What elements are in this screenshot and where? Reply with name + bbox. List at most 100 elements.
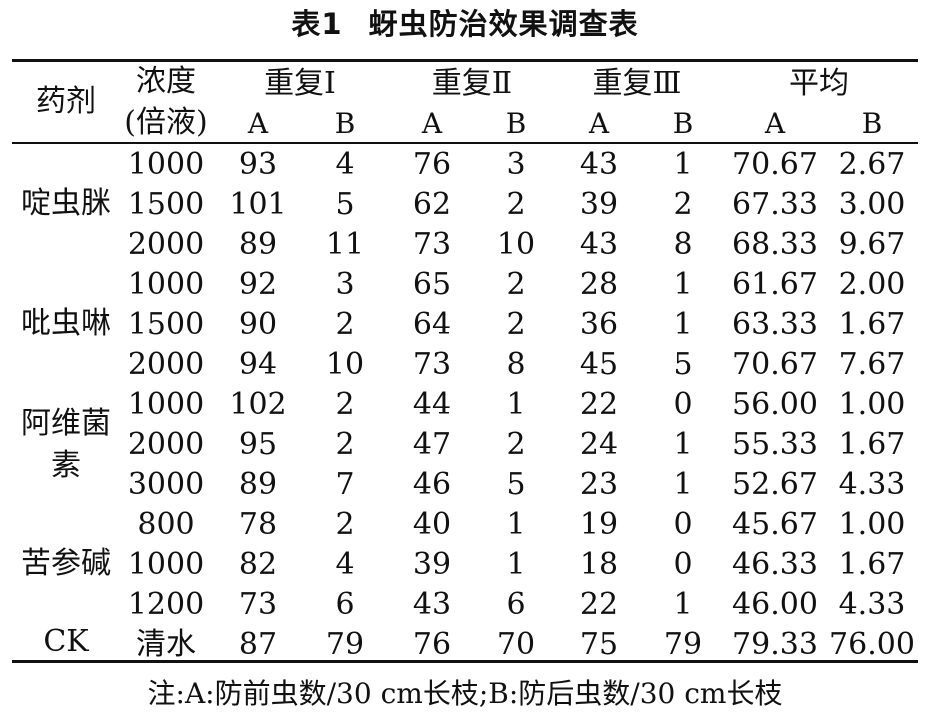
- bottom-rule: [12, 660, 918, 663]
- agent-label: 阿维菌: [21, 406, 111, 441]
- avg-a-cell: 70.67: [732, 347, 818, 382]
- avg-b-cell: 1.67: [838, 427, 906, 462]
- rep3-a-cell: 23: [579, 467, 619, 502]
- concentration-cell: 1500: [127, 187, 205, 222]
- rep2-b-cell: 1: [506, 507, 526, 542]
- rep3-a-cell: 39: [579, 187, 619, 222]
- avg-b-cell: 1.67: [838, 547, 906, 582]
- rep3-b-cell: 1: [673, 147, 693, 182]
- rep3-a-cell: 19: [579, 507, 619, 542]
- header-group-rep1: 重复Ⅰ: [264, 66, 336, 101]
- rep3-b-cell: 1: [673, 307, 693, 342]
- rep2-a-cell: 40: [412, 507, 452, 542]
- rep1-b-cell: 7: [335, 467, 355, 502]
- rep1-a-cell: 89: [238, 467, 278, 502]
- rep3-a-cell: 22: [579, 587, 619, 622]
- rep3-b-cell: 1: [673, 467, 693, 502]
- table-note: 注:A:防前虫数/30 cm长枝;B:防后虫数/30 cm长枝: [147, 677, 783, 710]
- rep1-a-cell: 93: [238, 147, 278, 182]
- avg-b-cell: 76.00: [829, 627, 915, 662]
- rep3-a-cell: 22: [579, 387, 619, 422]
- rep3-b-cell: 8: [673, 227, 693, 262]
- avg-a-cell: 79.33: [732, 627, 818, 662]
- avg-b-cell: 2.67: [838, 147, 906, 182]
- rep3-a-cell: 43: [579, 147, 619, 182]
- avg-b-cell: 3.00: [838, 187, 906, 222]
- concentration-cell: 2000: [127, 227, 205, 262]
- rep2-b-cell: 70: [496, 627, 536, 662]
- rep1-a-cell: 95: [238, 427, 278, 462]
- rep1-b-cell: 4: [335, 547, 355, 582]
- header-group-rep2: 重复Ⅱ: [431, 66, 513, 101]
- concentration-cell: 2000: [127, 427, 205, 462]
- rep3-a-cell: 24: [579, 427, 619, 462]
- avg-a-cell: 52.67: [732, 467, 818, 502]
- header-sub-b: B: [505, 107, 527, 140]
- rep3-b-cell: 1: [673, 587, 693, 622]
- rep2-a-cell: 43: [412, 587, 452, 622]
- header-sub-a: A: [588, 107, 610, 140]
- concentration-cell: 3000: [127, 467, 205, 502]
- header-sub-b: B: [861, 107, 883, 140]
- header-conc-top: 浓度: [136, 64, 196, 99]
- avg-b-cell: 1.67: [838, 307, 906, 342]
- agent-label: 啶虫脒: [21, 186, 111, 221]
- rep1-a-cell: 90: [238, 307, 278, 342]
- rep2-a-cell: 73: [412, 227, 452, 262]
- avg-b-cell: 9.67: [838, 227, 906, 262]
- rep1-a-cell: 102: [229, 387, 287, 422]
- rep3-a-cell: 28: [579, 267, 619, 302]
- header-sub-a: A: [421, 107, 443, 140]
- rep3-a-cell: 18: [579, 547, 619, 582]
- rep1-b-cell: 79: [325, 627, 365, 662]
- rep2-a-cell: 65: [412, 267, 452, 302]
- avg-a-cell: 46.33: [732, 547, 818, 582]
- avg-b-cell: 1.00: [838, 387, 906, 422]
- rep1-a-cell: 82: [238, 547, 278, 582]
- rep2-a-cell: 39: [412, 547, 452, 582]
- rep3-b-cell: 79: [663, 627, 703, 662]
- concentration-cell: 1500: [127, 307, 205, 342]
- rep2-b-cell: 2: [506, 267, 526, 302]
- avg-a-cell: 45.67: [732, 507, 818, 542]
- rep1-a-cell: 89: [238, 227, 278, 262]
- rep1-a-cell: 94: [238, 347, 278, 382]
- agent-label: 素: [51, 448, 81, 483]
- rep2-b-cell: 2: [506, 187, 526, 222]
- avg-a-cell: 55.33: [732, 427, 818, 462]
- rep2-a-cell: 46: [412, 467, 452, 502]
- avg-a-cell: 67.33: [732, 187, 818, 222]
- avg-b-cell: 4.33: [838, 467, 906, 502]
- top-rule: [12, 59, 918, 62]
- rep2-a-cell: 73: [412, 347, 452, 382]
- rep1-a-cell: 87: [238, 627, 278, 662]
- header-conc-bottom: (倍液): [124, 105, 208, 140]
- concentration-cell: 1000: [127, 387, 205, 422]
- rep1-b-cell: 5: [335, 187, 355, 222]
- avg-a-cell: 70.67: [732, 147, 818, 182]
- concentration-cell: 1200: [127, 587, 205, 622]
- rep3-b-cell: 0: [673, 547, 693, 582]
- rep1-a-cell: 92: [238, 267, 278, 302]
- rep2-b-cell: 10: [496, 227, 536, 262]
- avg-a-cell: 61.67: [732, 267, 818, 302]
- rep3-b-cell: 0: [673, 507, 693, 542]
- rep1-a-cell: 73: [238, 587, 278, 622]
- rep1-a-cell: 78: [238, 507, 278, 542]
- agent-label: 苦参碱: [21, 546, 111, 581]
- rep2-a-cell: 47: [412, 427, 452, 462]
- concentration-cell: 1000: [127, 267, 205, 302]
- header-rule: [12, 142, 918, 144]
- rep1-b-cell: 2: [335, 427, 355, 462]
- concentration-cell: 800: [137, 507, 195, 542]
- rep3-b-cell: 5: [673, 347, 693, 382]
- rep2-a-cell: 76: [412, 627, 452, 662]
- rep1-b-cell: 2: [335, 387, 355, 422]
- avg-b-cell: 4.33: [838, 587, 906, 622]
- rep1-b-cell: 11: [325, 227, 365, 262]
- rep2-a-cell: 64: [412, 307, 452, 342]
- caption-title: 蚜虫防治效果调查表: [368, 7, 639, 41]
- rep2-a-cell: 62: [412, 187, 452, 222]
- avg-a-cell: 63.33: [732, 307, 818, 342]
- rep2-b-cell: 1: [506, 547, 526, 582]
